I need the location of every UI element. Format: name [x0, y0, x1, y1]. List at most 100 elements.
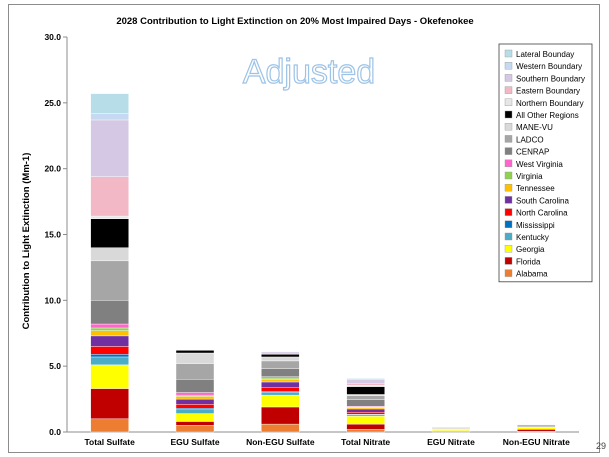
x-tick-label: EGU Nitrate [427, 437, 475, 447]
bar-segment [346, 383, 385, 386]
bar-segment [346, 416, 385, 425]
bar-segment [261, 356, 300, 362]
legend-swatch [504, 183, 513, 192]
bar-segment [90, 388, 129, 420]
bar-segment [175, 421, 215, 426]
legend-swatch [504, 269, 513, 277]
bar-segment [175, 396, 215, 400]
chart-frame: 2028 Contribution to Light Extinction on… [8, 4, 600, 453]
legend-label: Northern Boundary [516, 99, 584, 108]
bar-segment [90, 300, 129, 325]
bar-segment [517, 427, 556, 430]
bar-segment [346, 412, 385, 415]
legend-label: West Virginia [516, 160, 563, 169]
y-tick-label: 20.0 [44, 164, 61, 174]
chart-title: 2028 Contribution to Light Extinction on… [116, 16, 473, 27]
legend-label: Western Boundary [516, 62, 582, 71]
y-axis-label: Contribution to Light Extinction (Mm-1) [21, 153, 32, 330]
bar-segment [261, 379, 300, 383]
legend-label: Lateral Bounday [516, 50, 574, 59]
bar-segment [90, 356, 129, 366]
bar-segment [261, 423, 300, 433]
legend-swatch [504, 220, 513, 229]
legend-label: MANE-VU [516, 123, 553, 132]
legend-box [498, 43, 593, 283]
legend-swatch [504, 86, 513, 94]
legend: Lateral Bounday Western Boundary Southern … [498, 43, 593, 283]
legend-label: Florida [516, 257, 541, 266]
y-tick-label: 30.0 [44, 32, 61, 42]
legend-swatch [504, 49, 513, 58]
bar-segment [175, 425, 215, 433]
legend-label: Southern Boundary [516, 74, 585, 83]
bar-segment [175, 379, 215, 393]
y-tick-label: 15.0 [44, 230, 61, 240]
legend-swatch [504, 135, 513, 143]
legend-swatch [504, 244, 513, 253]
legend-label: Eastern Boundary [516, 87, 580, 96]
bar-segment [90, 354, 129, 358]
bar-segment [346, 423, 385, 430]
bar-segment [90, 215, 129, 219]
legend-swatch [504, 74, 513, 82]
adjusted-watermark: Adjusted [243, 53, 375, 91]
legend-label: South Carolina [516, 196, 569, 205]
legend-label: Alabama [516, 270, 548, 279]
bar-segment [90, 260, 129, 301]
legend-label: Georgia [516, 245, 545, 254]
legend-label: North Carolina [516, 209, 568, 218]
bar-segment [90, 346, 129, 355]
legend-swatch [504, 171, 513, 180]
bar-segment [261, 381, 300, 388]
bar-segment [90, 247, 129, 262]
legend-swatch [504, 196, 513, 204]
legend-label: LADCO [516, 135, 544, 144]
bar-segment [517, 429, 556, 432]
legend-label: CENRAP [516, 148, 549, 157]
legend-swatch [504, 232, 513, 241]
x-tick-label: Non-EGU Sulfate [246, 437, 315, 447]
y-tick-label: 10.0 [44, 295, 61, 305]
bar-segment [90, 218, 129, 248]
x-axis-labels: Total Sulfate EGU Sulfate Non-EGU Sulfate T… [84, 437, 570, 447]
chart: 2028 Contribution to Light Extinction on… [21, 16, 593, 447]
x-tick-label: EGU Sulfate [170, 437, 219, 447]
bar-segment [261, 354, 300, 358]
bar-segment [175, 398, 215, 405]
legend-label: All Other Regions [516, 111, 579, 120]
bar-segment [261, 387, 300, 392]
bar-segment [346, 395, 385, 400]
legend-swatch [504, 208, 513, 216]
bar-segment [175, 350, 215, 354]
x-tick-label: Non-EGU Nitrate [503, 437, 570, 447]
page-number: 29 [595, 441, 606, 451]
bar-segment [90, 364, 129, 389]
bar-segment [90, 93, 129, 114]
bar-segment [346, 377, 385, 379]
bar-segment [90, 330, 129, 337]
bar-segment [261, 351, 300, 354]
bar-segment [175, 413, 215, 422]
legend-swatch [504, 147, 513, 155]
bar-segment [90, 327, 129, 331]
bar-segment [261, 394, 300, 408]
bar-segment [175, 392, 215, 396]
legend-label: Virginia [516, 172, 543, 181]
bars [90, 93, 556, 433]
x-tick-label: Total Sulfate [84, 437, 135, 447]
bar-segment [90, 335, 129, 347]
bar-segment [175, 404, 215, 409]
legend-label: Kentucky [516, 233, 549, 242]
bar-segment [346, 386, 385, 395]
bar-segment [90, 418, 129, 433]
bar-segment [346, 399, 385, 407]
y-tick-label: 0.0 [49, 427, 61, 437]
bar-segment [90, 113, 129, 121]
legend-swatch [504, 62, 513, 70]
bar-segment [90, 119, 129, 177]
legend-label: Mississippi [516, 221, 555, 230]
x-tick-label: Total Nitrate [341, 437, 390, 447]
bar-segment [261, 368, 300, 377]
bar-segment [175, 363, 215, 380]
bar-segment [90, 176, 129, 217]
